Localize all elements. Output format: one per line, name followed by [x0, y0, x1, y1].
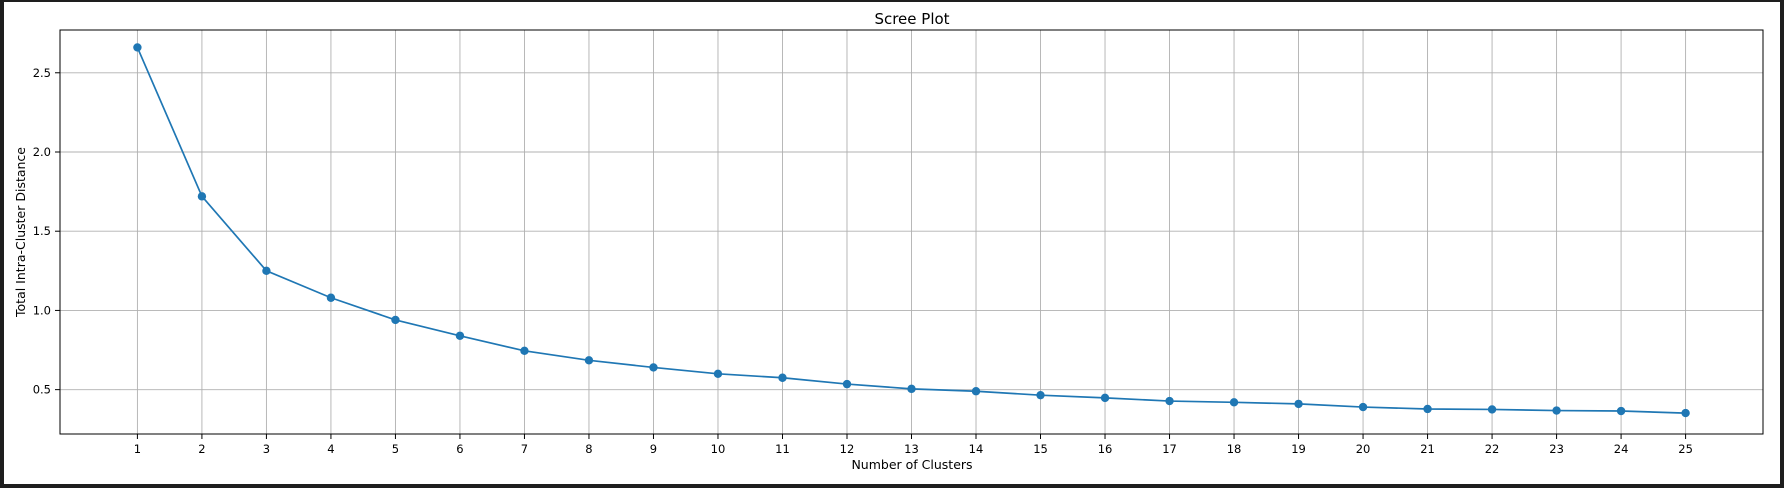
data-point — [326, 293, 336, 302]
x-tick-label: 23 — [1549, 442, 1564, 456]
x-tick-label: 10 — [711, 442, 726, 456]
data-point — [1358, 402, 1368, 412]
x-tick-label: 8 — [585, 442, 592, 456]
grid-layer — [60, 30, 1763, 434]
data-point — [1616, 406, 1626, 416]
data-point — [1036, 390, 1045, 400]
data-point — [778, 373, 787, 382]
x-tick-label: 1 — [134, 442, 141, 456]
data-point — [1552, 406, 1561, 415]
x-tick-label: 21 — [1420, 442, 1435, 456]
data-point — [391, 315, 400, 325]
x-tick-label: 20 — [1356, 442, 1371, 456]
data-point — [907, 384, 916, 394]
data-point — [197, 192, 207, 201]
x-tick-label: 18 — [1227, 442, 1242, 456]
x-axis-ticks: 1 2 3 4 5 6 7 8 9 10 11 12 13 14 15 16 17 18 19 20 21 22 23 24 2… — [134, 434, 1693, 456]
data-point — [1681, 408, 1690, 418]
x-tick-label: 25 — [1678, 442, 1693, 456]
y-tick-label: 1.5 — [33, 224, 51, 238]
data-point — [1423, 404, 1432, 414]
chart-title: Scree Plot — [874, 10, 949, 28]
data-point — [649, 363, 658, 372]
data-point — [133, 43, 142, 52]
series-layer — [133, 43, 1690, 418]
x-tick-label: 7 — [521, 442, 528, 456]
chart-frame: Scree Plot 1 2 3 4 5 6 7 8 9 10 11 12 13 14 15 16 17 18 19… — [4, 2, 1780, 484]
y-axis-label: Total Intra-Cluster Distance — [13, 147, 28, 318]
data-point — [584, 356, 594, 365]
x-tick-label: 19 — [1291, 442, 1306, 456]
x-tick-label: 6 — [456, 442, 463, 456]
x-tick-label: 22 — [1485, 442, 1500, 456]
x-tick-label: 4 — [327, 442, 334, 456]
x-tick-label: 17 — [1162, 442, 1177, 456]
x-tick-label: 12 — [840, 442, 855, 456]
x-tick-label: 15 — [1033, 442, 1048, 456]
y-tick-label: 1.0 — [33, 303, 51, 317]
scree-plot-chart: Scree Plot 1 2 3 4 5 6 7 8 9 10 11 12 13 14 15 16 17 18 19… — [13, 10, 1764, 472]
data-point — [1294, 399, 1303, 409]
data-point — [842, 379, 852, 389]
y-tick-label: 0.5 — [33, 383, 51, 397]
data-point — [262, 266, 271, 276]
y-tick-label: 2.0 — [33, 145, 51, 159]
data-point — [1165, 396, 1174, 406]
x-axis-label: Number of Clusters — [851, 457, 972, 472]
x-tick-label: 16 — [1098, 442, 1113, 456]
data-point — [1487, 405, 1497, 414]
data-point — [1100, 393, 1110, 403]
x-tick-label: 11 — [775, 442, 790, 456]
data-point — [971, 387, 981, 396]
y-axis-ticks: 0.5 1.0 1.5 2.0 2.5 — [33, 66, 60, 397]
x-tick-label: 3 — [263, 442, 270, 456]
data-point — [1229, 398, 1239, 407]
x-tick-label: 13 — [904, 442, 919, 456]
data-point — [455, 331, 465, 340]
y-tick-label: 2.5 — [33, 66, 51, 80]
x-tick-label: 2 — [198, 442, 205, 456]
data-point — [520, 346, 529, 356]
x-tick-label: 9 — [650, 442, 657, 456]
data-point — [713, 369, 723, 378]
x-tick-label: 5 — [392, 442, 399, 456]
x-tick-label: 24 — [1614, 442, 1629, 456]
x-tick-label: 14 — [969, 442, 984, 456]
